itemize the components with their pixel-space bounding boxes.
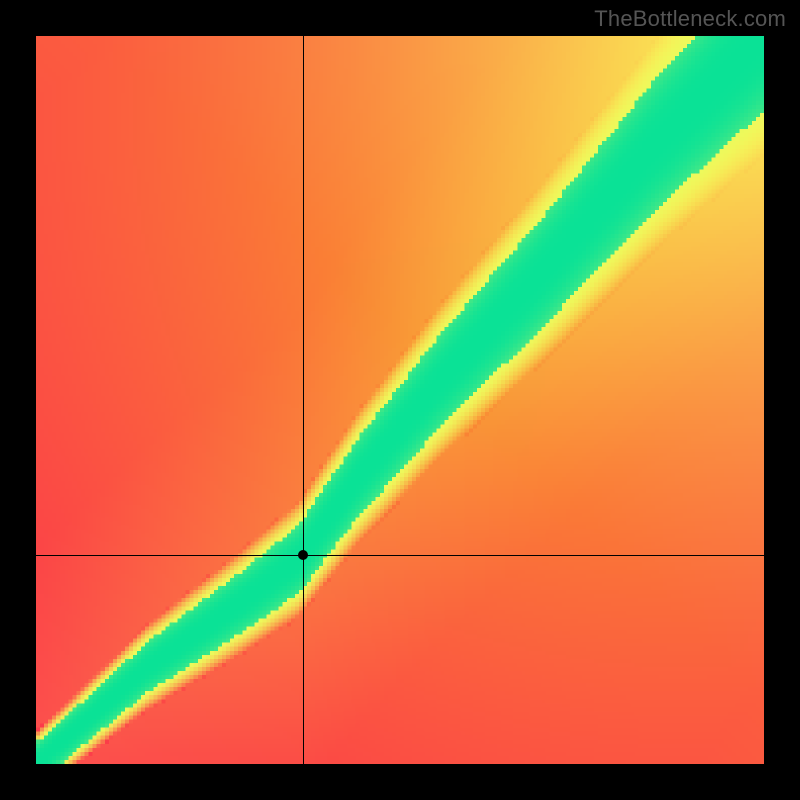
heatmap-canvas — [36, 36, 764, 764]
crosshair-marker — [298, 550, 308, 560]
plot-area — [36, 36, 764, 764]
chart-frame: TheBottleneck.com — [0, 0, 800, 800]
crosshair-horizontal — [36, 555, 764, 556]
crosshair-vertical — [303, 36, 304, 764]
watermark-text: TheBottleneck.com — [594, 6, 786, 32]
